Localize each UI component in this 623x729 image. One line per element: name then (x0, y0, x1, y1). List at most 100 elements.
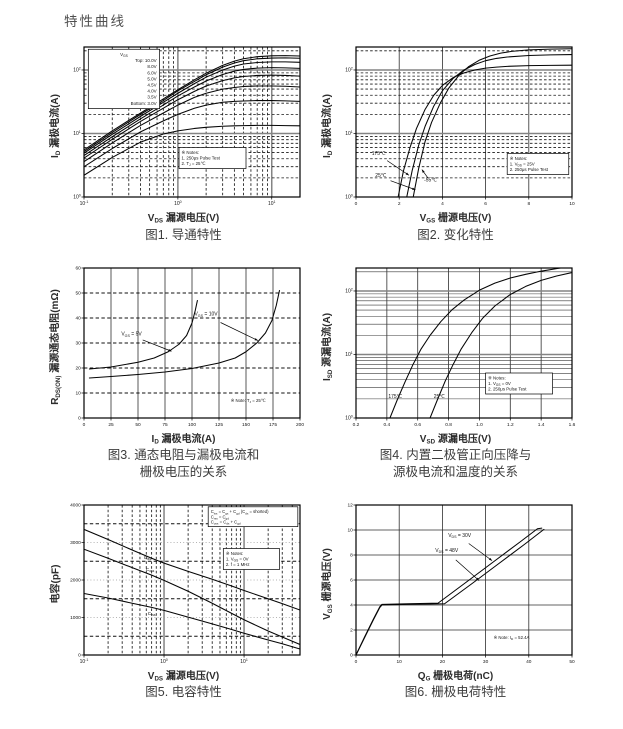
chart-capacitance: 10-1 100 101 0 1000 2000 3000 4000 Ciss = Cgs + … (70, 503, 301, 665)
svg-text:0.8: 0.8 (445, 422, 452, 428)
y-axis-label: ISD 源漏电流(A) (322, 312, 334, 381)
svg-text:150: 150 (241, 422, 249, 428)
svg-text:102: 102 (73, 67, 81, 74)
svg-text:0: 0 (354, 659, 357, 665)
svg-text:50: 50 (135, 422, 141, 428)
svg-text:VDS = 30V: VDS = 30V (448, 533, 472, 539)
svg-text:102: 102 (345, 67, 353, 74)
svg-text:0: 0 (354, 201, 357, 207)
svg-text:VGS = 10V: VGS = 10V (194, 311, 218, 317)
svg-text:Coss: Coss (145, 567, 154, 573)
svg-text:2: 2 (397, 201, 400, 207)
svg-text:2: 2 (350, 628, 353, 634)
svg-text:1000: 1000 (70, 615, 81, 621)
svg-text:1.6: 1.6 (568, 422, 575, 428)
svg-text:50: 50 (75, 290, 81, 296)
svg-text:6: 6 (484, 201, 487, 207)
svg-text:2. 250μs Pulse Test: 2. 250μs Pulse Test (488, 386, 527, 391)
svg-text:175: 175 (268, 422, 276, 428)
svg-text:100: 100 (73, 194, 81, 201)
x-axis-label: VSD 源漏电压(V) (419, 433, 492, 446)
svg-text:6.0V: 6.0V (147, 70, 156, 75)
svg-text:30: 30 (75, 340, 81, 346)
svg-text:3.5V: 3.5V (147, 95, 156, 100)
svg-text:2. TJ = 25℃: 2. TJ = 25℃ (181, 161, 205, 167)
svg-text:175℃: 175℃ (388, 394, 402, 400)
svg-text:0: 0 (78, 415, 81, 421)
svg-text:25℃: 25℃ (375, 173, 387, 179)
svg-text:0: 0 (82, 422, 85, 428)
svg-text:6: 6 (350, 578, 353, 584)
svg-text:10: 10 (75, 390, 81, 396)
svg-text:102: 102 (345, 287, 353, 294)
svg-text:1. VDS = 25V: 1. VDS = 25V (509, 162, 534, 168)
y-axis-label: RDS(ON) 漏源通态电阻(mΩ) (50, 289, 62, 405)
svg-text:101: 101 (345, 130, 353, 137)
figure-caption: 图5. 电容特性 (145, 685, 222, 700)
svg-text:100: 100 (160, 658, 168, 665)
svg-text:100: 100 (187, 422, 195, 428)
svg-text:10: 10 (569, 201, 575, 207)
svg-text:2. 250μs Pulse Test: 2. 250μs Pulse Test (509, 167, 548, 172)
chart-on-resistance: 0 25 50 75 100 125 150 175 200 0 10 20 30 40 50 60 VGS =… (75, 265, 304, 428)
svg-text:Ciss = Cgs + Cgd (Cds = shorte: Ciss = Cgs + Cgd (Cds = shorted) (210, 509, 268, 515)
svg-text:VGS: VGS (120, 52, 129, 58)
figure-caption: 图1. 导通特性 (145, 227, 222, 242)
svg-text:40: 40 (75, 315, 81, 321)
svg-text:Crss = Cgd: Crss = Cgd (210, 514, 229, 520)
figure-4: ISD 源漏电流(A) 0.2 0.4 0.6 0.8 1.0 1.2 1.4 1.6 100 1… (312, 263, 584, 480)
svg-text:VDS = 48V: VDS = 48V (435, 548, 459, 554)
svg-text:Crss: Crss (147, 611, 155, 617)
figure-2: ID 漏极电流(A) 0 2 4 6 8 10 100 101 102 ※ Notes: 1. VD… (312, 42, 584, 243)
svg-text:8: 8 (527, 201, 530, 207)
svg-text:4.0V: 4.0V (147, 89, 156, 94)
svg-text:0.2: 0.2 (352, 422, 359, 428)
svg-text:0: 0 (78, 653, 81, 659)
svg-text:1. 250μs Pulse Test: 1. 250μs Pulse Test (181, 156, 220, 161)
svg-text:100: 100 (345, 194, 353, 201)
svg-text:10-1: 10-1 (79, 200, 88, 207)
svg-text:Top: 10.0V: Top: 10.0V (135, 58, 157, 63)
figure-1: ID 漏极电流(A) 10-1 100 101 100 101 102 VGS Top: 10… (40, 42, 312, 243)
svg-text:1.2: 1.2 (506, 422, 513, 428)
figure-caption: 图3. 通态电阻与漏极电流和 栅极电压的关系 (107, 448, 260, 479)
svg-text:101: 101 (73, 130, 81, 137)
figure-6: VGS 栅源电压(V) 0 10 20 30 40 50 0 2 4 6 8 10 12 VDS = 30… (312, 500, 584, 701)
svg-text:1.4: 1.4 (537, 422, 544, 428)
x-axis-label: QG 栅极电荷(nC) (417, 670, 494, 683)
svg-text:※ Note: ID = 52.4A: ※ Note: ID = 52.4A (493, 635, 529, 641)
charts-grid: ID 漏极电流(A) 10-1 100 101 100 101 102 VGS Top: 10… (40, 42, 584, 701)
figure-caption: 图4. 内置二极管正向压降与 源极电流和温度的关系 (379, 448, 532, 479)
svg-text:※ Notes:: ※ Notes: (181, 150, 199, 155)
svg-text:Ciss: Ciss (143, 555, 151, 561)
svg-text:4: 4 (350, 603, 353, 609)
svg-text:10-1: 10-1 (79, 658, 88, 665)
svg-text:20: 20 (439, 659, 445, 665)
svg-text:-55℃: -55℃ (424, 178, 437, 184)
chart-gate-charge: 0 10 20 30 40 50 0 2 4 6 8 10 12 VDS = 30V VDS = 48V ※ … (347, 503, 575, 666)
svg-text:Coss = Cds + Cgd: Coss = Cds + Cgd (210, 519, 240, 525)
svg-text:10: 10 (347, 528, 353, 534)
svg-text:0.6: 0.6 (414, 422, 421, 428)
page-title: 特性曲线 (64, 14, 126, 29)
svg-text:3000: 3000 (70, 540, 81, 546)
y-axis-label: ID 漏极电流(A) (322, 94, 334, 158)
svg-text:30: 30 (482, 659, 488, 665)
svg-text:100: 100 (345, 414, 353, 421)
svg-text:4000: 4000 (70, 503, 81, 509)
svg-text:101: 101 (345, 351, 353, 358)
figure-3: RDS(ON) 漏源通态电阻(mΩ) 0 25 50 75 100 125 150 175 20… (40, 263, 312, 480)
svg-text:5.0V: 5.0V (147, 76, 156, 81)
svg-text:※ Notes:: ※ Notes: (488, 375, 506, 380)
svg-text:25℃: 25℃ (433, 394, 445, 400)
svg-text:※ Notes:: ※ Notes: (225, 551, 243, 556)
svg-text:175℃: 175℃ (371, 151, 385, 157)
svg-text:200: 200 (295, 422, 303, 428)
svg-text:Bottom: 3.0V: Bottom: 3.0V (130, 101, 156, 106)
svg-text:※ Notes:: ※ Notes: (509, 156, 527, 161)
svg-text:100: 100 (174, 200, 182, 207)
svg-text:2. f = 1 MHz: 2. f = 1 MHz (225, 562, 249, 567)
svg-text:101: 101 (267, 200, 275, 207)
